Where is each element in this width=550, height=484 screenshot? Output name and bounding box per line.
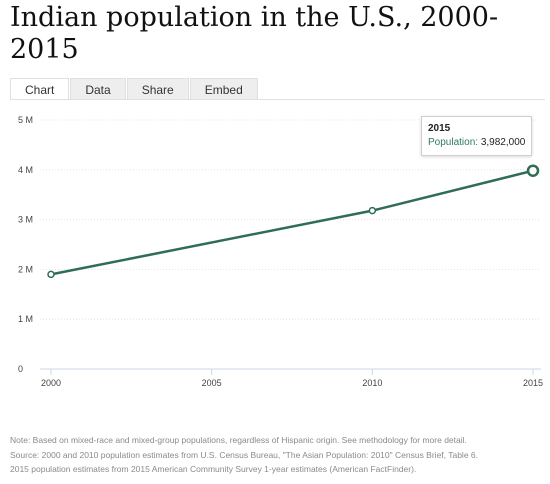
series-population: [47, 164, 540, 279]
data-tooltip: 2015 Population: 3,982,000: [421, 116, 533, 156]
source-line: 2015 population estimates from 2015 Amer…: [10, 464, 417, 474]
data-point: [526, 164, 540, 177]
tab-share[interactable]: Share: [126, 78, 189, 100]
chart-title: Indian population in the U.S., 2000-2015: [10, 2, 499, 65]
y-tick-label: 2 M: [18, 264, 33, 274]
y-axis-ticks: 0 1 M 2 M 3 M 4 M 5 M: [18, 115, 33, 374]
x-axis: 2000 2005 2010 2015: [40, 368, 543, 388]
tooltip-value: 3,982,000: [480, 137, 526, 148]
data-point: [368, 206, 377, 215]
chart-tabs: Chart Data Share Embed: [10, 78, 259, 100]
y-tick-label: 0: [18, 364, 23, 374]
note-line: Note: Based on mixed-race and mixed-grou…: [10, 435, 467, 445]
tab-data[interactable]: Data: [70, 78, 126, 100]
tab-divider: [10, 99, 545, 100]
x-tick-label: 2010: [362, 378, 382, 388]
data-point: [47, 270, 55, 279]
y-tick-label: 3 M: [18, 215, 33, 225]
tooltip-label: Population:: [428, 137, 479, 148]
tooltip-year: 2015: [428, 123, 451, 134]
x-tick-label: 2000: [41, 378, 61, 388]
source-line: Source: 2000 and 2010 population estimat…: [10, 449, 478, 460]
tab-embed[interactable]: Embed: [189, 78, 258, 100]
tab-chart[interactable]: Chart: [10, 78, 70, 100]
chart-notes: Note: Based on mixed-race and mixed-grou…: [10, 433, 545, 477]
y-tick-label: 5 M: [18, 115, 33, 125]
series-line: [50, 169, 534, 276]
y-tick-label: 1 M: [18, 314, 33, 324]
x-tick-label: 2005: [202, 378, 222, 388]
y-tick-label: 4 M: [18, 165, 33, 175]
x-tick-label: 2015: [523, 378, 543, 388]
